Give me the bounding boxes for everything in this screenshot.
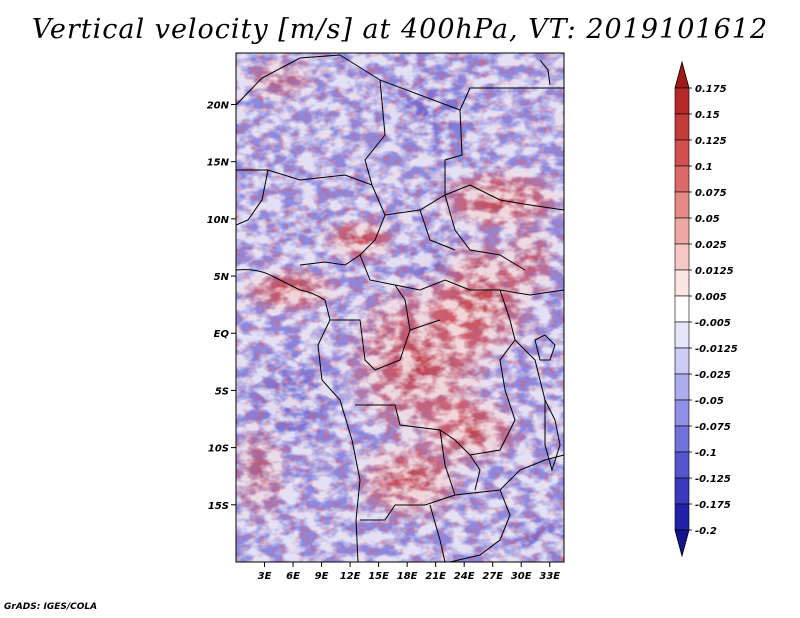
- y-axis-ticks: 20N 15N 10N 5N EQ 5S 10S 15S: [207, 100, 236, 512]
- colorbar-label: -0.1: [695, 448, 717, 459]
- colorbar-label: 0.0125: [695, 266, 734, 277]
- colorbar-swatch: [674, 295, 690, 323]
- colorbar-label: 0.15: [695, 110, 720, 121]
- y-tick-label: EQ: [214, 329, 230, 340]
- x-tick-label: 33E: [539, 571, 560, 582]
- colorbar-label: -0.2: [695, 526, 717, 537]
- colorbar-label: 0.05: [695, 214, 720, 225]
- x-tick-label: 27E: [482, 571, 503, 582]
- x-tick-label: 15E: [368, 571, 389, 582]
- x-tick-label: 12E: [340, 571, 361, 582]
- y-tick-label: 10S: [208, 444, 229, 455]
- colorbar-label: -0.0125: [695, 344, 738, 355]
- colorbar-label: -0.025: [695, 370, 731, 381]
- colorbar-swatch: [674, 477, 690, 505]
- colorbar-swatch: [674, 399, 690, 427]
- colorbar-swatch: [674, 165, 690, 193]
- colorbar-swatch: [674, 425, 690, 453]
- colorbar-label: 0.005: [695, 292, 727, 303]
- colorbar-swatch: [674, 113, 690, 141]
- y-tick-label: 15S: [208, 501, 229, 512]
- colorbar-label: 0.1: [695, 162, 713, 173]
- x-axis-ticks: 3E 6E 9E 12E 15E 18E 21E 24E 27E 30E 33E: [258, 562, 560, 582]
- country-borders: [236, 54, 564, 562]
- x-tick-label: 24E: [454, 571, 475, 582]
- map-title: Vertical velocity [m/s] at 400hPa, VT: 2…: [31, 14, 769, 45]
- colorbar-label: 0.025: [695, 240, 727, 251]
- x-tick-label: 9E: [315, 571, 329, 582]
- colorbar-label: -0.005: [695, 318, 731, 329]
- x-tick-label: 30E: [511, 571, 532, 582]
- colorbar-label: -0.075: [695, 422, 731, 433]
- colorbar: 0.175 0.15 0.125 0.1 0.075 0.05 0.025 0.0125 0.0…: [674, 60, 738, 558]
- colorbar-label: 0.075: [695, 188, 727, 199]
- colorbar-swatch: [674, 321, 690, 349]
- colorbar-bottom-arrow: [674, 529, 690, 558]
- y-tick-label: 15N: [207, 158, 230, 169]
- colorbar-label: -0.175: [695, 500, 731, 511]
- colorbar-swatch: [674, 191, 690, 219]
- y-tick-label: 20N: [207, 100, 230, 111]
- y-tick-label: 5N: [214, 272, 230, 283]
- colorbar-swatch: [674, 87, 690, 115]
- colorbar-label: -0.125: [695, 474, 731, 485]
- map-frame: [235, 52, 565, 563]
- x-tick-label: 3E: [258, 571, 272, 582]
- colorbar-swatch: [674, 373, 690, 401]
- colorbar-label: 0.125: [695, 136, 727, 147]
- y-tick-label: 10N: [207, 215, 230, 226]
- x-tick-label: 6E: [286, 571, 300, 582]
- colorbar-swatch: [674, 139, 690, 167]
- colorbar-swatch: [674, 243, 690, 271]
- colorbar-swatch: [674, 347, 690, 375]
- x-tick-label: 18E: [397, 571, 418, 582]
- colorbar-top-arrow: [674, 60, 690, 89]
- velocity-field: [236, 53, 564, 562]
- colorbar-swatch: [674, 269, 690, 297]
- colorbar-label: 0.175: [695, 84, 727, 95]
- colorbar-swatch: [674, 217, 690, 245]
- colorbar-swatch: [674, 451, 690, 479]
- colorbar-swatch: [674, 503, 690, 531]
- x-tick-label: 21E: [425, 571, 446, 582]
- y-tick-label: 5S: [215, 386, 229, 397]
- colorbar-label: -0.05: [695, 396, 724, 407]
- grads-credit: GrADS: IGES/COLA: [4, 602, 98, 612]
